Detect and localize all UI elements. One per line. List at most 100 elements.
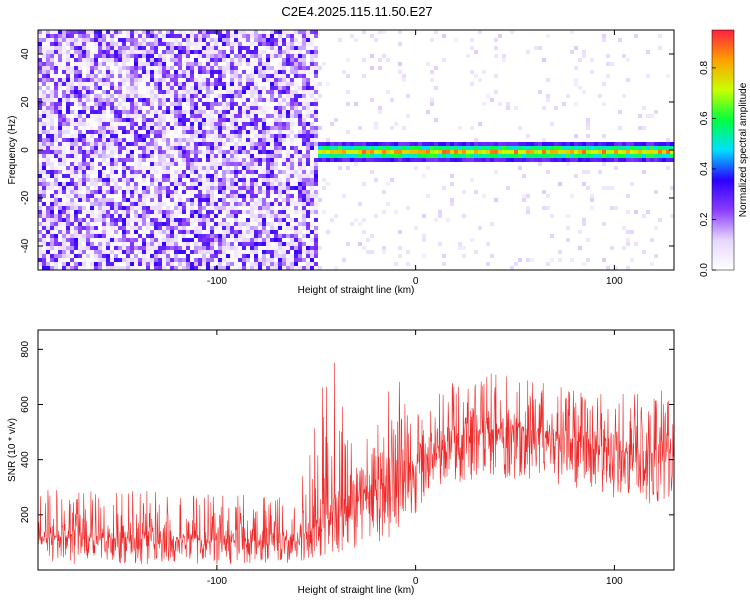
heatmap-cell (50, 198, 54, 202)
heatmap-cell (126, 266, 130, 270)
heatmap-cell (50, 246, 54, 250)
heatmap-cell (214, 162, 218, 166)
heatmap-cell (74, 86, 78, 90)
heatmap-cell (382, 154, 386, 158)
heatmap-cell (158, 230, 162, 234)
heatmap-cell (610, 62, 614, 66)
heatmap-cell (182, 190, 186, 194)
heatmap-cell (446, 150, 450, 154)
heatmap-cell (126, 154, 130, 158)
heatmap-cell (654, 190, 658, 194)
heatmap-cell (146, 130, 150, 134)
heatmap-cell (282, 158, 286, 162)
heatmap-cell (294, 262, 298, 266)
heatmap-cell (198, 30, 202, 34)
heatmap-cell (58, 162, 62, 166)
heatmap-cell (66, 42, 70, 46)
heatmap-cell (54, 94, 58, 98)
heatmap-cell (122, 42, 126, 46)
heatmap-cell (346, 154, 350, 158)
heatmap-cell (186, 266, 190, 270)
heatmap-cell (466, 146, 470, 150)
heatmap-cell (254, 102, 258, 106)
heatmap-cell (158, 246, 162, 250)
heatmap-cell (242, 170, 246, 174)
heatmap-cell (494, 146, 498, 150)
heatmap-cell (230, 58, 234, 62)
heatmap-cell (154, 70, 158, 74)
heatmap-cell (46, 210, 50, 214)
heatmap-cell (190, 102, 194, 106)
heatmap-cell (102, 206, 106, 210)
heatmap-cell (82, 210, 86, 214)
heatmap-cell (294, 242, 298, 246)
heatmap-cell (190, 158, 194, 162)
heatmap-cell (290, 58, 294, 62)
heatmap-cell (154, 50, 158, 54)
heatmap-cell (282, 74, 286, 78)
heatmap-cell (174, 210, 178, 214)
heatmap-cell (42, 102, 46, 106)
heatmap-cell (326, 138, 330, 142)
heatmap-cell (118, 154, 122, 158)
heatmap-cell (314, 82, 318, 86)
heatmap-cell (218, 250, 222, 254)
heatmap-cell (262, 242, 266, 246)
heatmap-cell (346, 102, 350, 106)
heatmap-cell (222, 178, 226, 182)
heatmap-cell (586, 186, 590, 190)
heatmap-cell (58, 210, 62, 214)
heatmap-cell (206, 218, 210, 222)
heatmap-cell (90, 146, 94, 150)
heatmap-cell (142, 262, 146, 266)
heatmap-cell (266, 58, 270, 62)
heatmap-cell (190, 30, 194, 34)
heatmap-cell (198, 98, 202, 102)
heatmap-cell (118, 158, 122, 162)
heatmap-cell (610, 206, 614, 210)
heatmap-cell (126, 202, 130, 206)
heatmap-cell (54, 218, 58, 222)
heatmap-cell (470, 158, 474, 162)
heatmap-cell (174, 130, 178, 134)
heatmap-cell (206, 42, 210, 46)
heatmap-cell (98, 82, 102, 86)
heatmap-cell (666, 74, 670, 78)
heatmap-cell (154, 30, 158, 34)
heatmap-cell (202, 46, 206, 50)
heatmap-cell (146, 86, 150, 90)
heatmap-cell (502, 146, 506, 150)
heatmap-cell (314, 142, 318, 146)
heatmap-cell (286, 62, 290, 66)
heatmap-cell (58, 154, 62, 158)
heatmap-cell (174, 110, 178, 114)
heatmap-cell (206, 222, 210, 226)
heatmap-cell (194, 130, 198, 134)
heatmap-cell (374, 146, 378, 150)
heatmap-cell (262, 166, 266, 170)
heatmap-cell (582, 158, 586, 162)
heatmap-cell (298, 238, 302, 242)
heatmap-cell (166, 162, 170, 166)
heatmap-cell (466, 142, 470, 146)
heatmap-cell (42, 74, 46, 78)
heatmap-cell (250, 262, 254, 266)
heatmap-cell (286, 130, 290, 134)
heatmap-cell (202, 94, 206, 98)
heatmap-cell (94, 182, 98, 186)
heatmap-cell (174, 82, 178, 86)
heatmap-cell (86, 222, 90, 226)
heatmap-cell (398, 150, 402, 154)
heatmap-cell (106, 234, 110, 238)
heatmap-cell (134, 194, 138, 198)
heatmap-cell (362, 182, 366, 186)
heatmap-cell (230, 198, 234, 202)
heatmap-cell (294, 170, 298, 174)
heatmap-cell (118, 150, 122, 154)
heatmap-cell (546, 170, 550, 174)
heatmap-cell (182, 138, 186, 142)
heatmap-cell (298, 58, 302, 62)
heatmap-cell (214, 50, 218, 54)
heatmap-cell (282, 210, 286, 214)
heatmap-cell (266, 230, 270, 234)
